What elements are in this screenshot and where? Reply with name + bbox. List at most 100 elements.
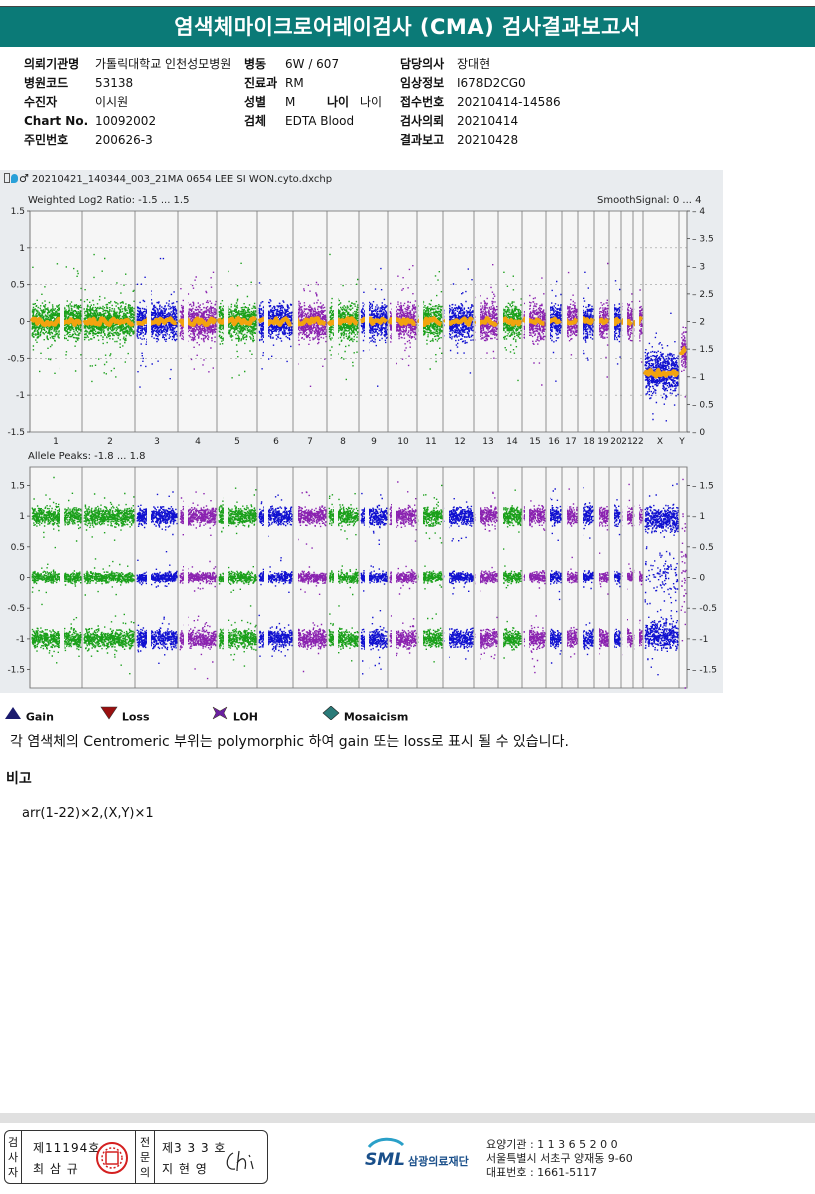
smooth-signal-chr3 [136, 316, 178, 326]
centromere-gap [476, 468, 480, 687]
axis-tick-label: – -1.5 [692, 666, 717, 676]
centromere-gap [392, 468, 396, 687]
triangle-down-icon [100, 706, 118, 720]
allele-lower-chr16 [547, 628, 562, 664]
receipt-no-label: 접수번호 [400, 95, 445, 109]
diamond-icon [322, 705, 340, 721]
allele-mid-chr18 [579, 570, 594, 590]
pin-icon [11, 174, 18, 183]
chromosome-label: 11 [425, 437, 436, 447]
legend-loss: Loss [100, 706, 150, 724]
axis-tick-label: -1.5 [7, 666, 25, 676]
allele-mid-chr2 [83, 558, 135, 596]
smooth-signal-chr2 [82, 316, 135, 327]
centromere-gap [499, 212, 503, 431]
axis-tick-label: -1.5 [7, 428, 25, 438]
chromosome-label: 19 [597, 437, 609, 447]
file-icon [4, 173, 10, 183]
figure-file-title: ♂ 20210421_140344_003_21MA 0654 LEE SI WO… [4, 172, 332, 185]
legend-gain: Gain [4, 706, 54, 724]
request-date-label: 검사의뢰 [400, 114, 445, 128]
axis-tick-label: -0.5 [7, 604, 25, 614]
report-date-label: 결과보고 [400, 133, 445, 147]
centromere-gap [60, 468, 64, 687]
axis-tick-label: 1 [19, 512, 25, 522]
legend-loss-label: Loss [121, 710, 150, 724]
centromere-gap [334, 468, 338, 687]
dept-label: 진료과 [244, 76, 278, 90]
patient-value: 이시원 [95, 95, 129, 109]
axis-tick-label: 0.5 [11, 543, 25, 553]
age-value: 나이 [360, 95, 383, 109]
hospital-code-value: 53138 [95, 76, 134, 90]
centromere-gap [623, 468, 627, 687]
axis-tick-label: – 0 [692, 574, 705, 584]
centromere-gap [635, 212, 639, 431]
sml-logo: SML [365, 1137, 405, 1170]
dept-value: RM [285, 76, 304, 90]
sex-label: 성별 [244, 95, 267, 109]
legend-gain-label: Gain [25, 710, 54, 724]
centromere-gap [546, 212, 550, 431]
chromosome-label: 9 [371, 437, 377, 447]
legend-loh: LOH [211, 706, 258, 724]
smooth-signal-label: SmoothSignal: 0 ... 4 [597, 195, 702, 206]
request-date-value: 20210414 [457, 114, 519, 128]
smooth-signal-chr9 [360, 316, 388, 326]
smooth-signal-chr8 [326, 316, 359, 327]
centromere-gap [147, 212, 151, 431]
centromere-gap [610, 212, 614, 431]
clinical-info-value: I678D2CG0 [457, 76, 526, 90]
axis-tick-label: 0 [19, 318, 25, 328]
chromosome-label: 18 [583, 437, 595, 447]
centromere-gap [334, 212, 338, 431]
centromere-gap [60, 212, 64, 431]
legend-mosaicism-label: Mosaicism [343, 710, 409, 724]
allele-peaks-label: Allele Peaks: -1.8 ... 1.8 [28, 451, 146, 462]
centromere-gap [264, 212, 268, 431]
specialist-no: 제3 3 3 호 [162, 1141, 227, 1155]
axis-tick-label: – 1 [692, 512, 705, 522]
chromosome-label: 3 [154, 437, 160, 447]
allele-lower-chr7 [294, 622, 327, 673]
allele-upper-chr11 [418, 484, 443, 544]
centromere-gap [595, 212, 599, 431]
cma-figure: ♂ 20210421_140344_003_21MA 0654 LEE SI WO… [0, 170, 723, 693]
centromere-gap [294, 468, 298, 687]
allele-upper-chr1 [31, 476, 82, 549]
axis-tick-label: 1 [19, 244, 25, 254]
remarks-value: arr(1-22)×2,(X,Y)×1 [22, 806, 154, 821]
report-title: 염색체마이크로어레이검사 (CMA) 검사결과보고서 [0, 6, 815, 47]
axis-tick-label: – 0 [692, 428, 705, 438]
centromere-gap [184, 468, 188, 687]
chromosome-label: 1 [53, 437, 59, 447]
axis-tick-label: -0.5 [7, 354, 25, 364]
allele-lower-chr2 [83, 613, 135, 675]
ward-label: 병동 [244, 57, 267, 71]
centromere-gap [224, 212, 228, 431]
centromere-gap [365, 212, 369, 431]
centromere-gap [147, 468, 151, 687]
chromosome-label: 8 [340, 437, 346, 447]
centromere-gap [499, 468, 503, 687]
age-label: 나이 [327, 95, 350, 109]
hospital-value: 가톨릭대학교 인천성모병원 [95, 57, 232, 71]
axis-tick-label: – 2.5 [692, 290, 714, 300]
cma-plot: 1 2 3 4 5 6 7 8 9 10 11 12 13 14 15 16 17 18 19 20 21 22 X Y1.5… [7, 207, 717, 689]
allele-mid-chr10 [389, 565, 417, 595]
allele-mid-chr12 [444, 570, 474, 595]
chart-no-value: 10092002 [95, 114, 157, 128]
legend-mosaicism: Mosaicism [322, 705, 409, 724]
smooth-signal-chr12 [442, 316, 474, 327]
centromere-gap [419, 212, 423, 431]
log2-ratio-label: Weighted Log2 Ratio: -1.5 ... 1.5 [28, 195, 190, 206]
hospital-code-label: 병원코드 [24, 76, 69, 90]
chromosome-label: 12 [454, 437, 465, 447]
centromere-gap [392, 212, 396, 431]
centromere-gap [623, 212, 627, 431]
org-address: 서울특별시 서초구 양재동 9-60 [486, 1152, 633, 1165]
centromere-gap [579, 212, 583, 431]
info-col3: 담당의사 장대현 임상정보 I678D2CG0 접수번호 20210414-14586… [400, 55, 561, 150]
chart-no-label: Chart No. [24, 114, 89, 128]
